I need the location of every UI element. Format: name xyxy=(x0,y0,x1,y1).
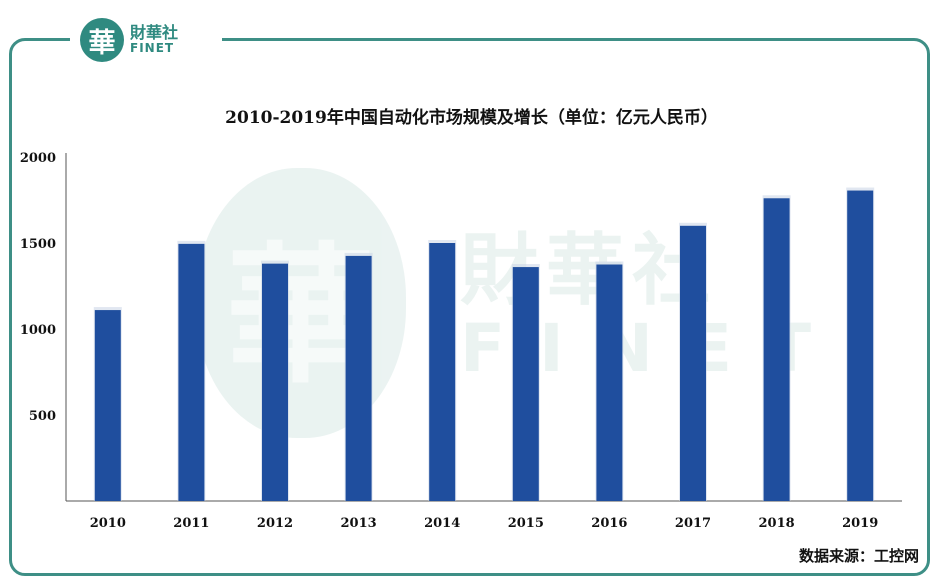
x-tick-label: 2017 xyxy=(675,516,711,531)
bar xyxy=(262,263,288,501)
chart-title: 2010-2019年中国自动化市场规模及增长（单位：亿元人民币） xyxy=(225,108,718,128)
y-tick-label: 500 xyxy=(29,409,56,424)
x-tick-label: 2011 xyxy=(173,516,209,531)
x-tick-labels: 2010 2011 2012 2013 2014 2015 2016 2017 2018 2019 xyxy=(90,516,879,531)
bar xyxy=(512,267,539,501)
chart-bars xyxy=(93,187,875,502)
logo-seal-icon: 華 xyxy=(80,18,124,62)
bar xyxy=(763,198,790,501)
logo-name-en: FINET xyxy=(130,41,175,56)
bar xyxy=(178,243,205,502)
x-tick-label: 2013 xyxy=(341,516,377,531)
y-tick-label: 1500 xyxy=(20,237,56,252)
watermark-name-cn: 財華社 xyxy=(460,226,719,316)
chart-frame xyxy=(9,38,930,576)
x-tick-label: 2015 xyxy=(508,516,544,531)
x-tick-label: 2010 xyxy=(90,516,126,531)
logo-seal-char: 華 xyxy=(88,27,116,59)
x-tick-label: 2012 xyxy=(257,516,293,531)
logo-text: 財華社 FINET xyxy=(130,23,179,56)
bar xyxy=(596,264,623,501)
y-tick-label: 1000 xyxy=(20,323,56,338)
bar xyxy=(94,310,121,501)
bar xyxy=(680,225,706,502)
finet-logo: 華 財華社 FINET xyxy=(70,12,222,68)
bar xyxy=(429,243,456,501)
x-tick-label: 2014 xyxy=(424,516,460,531)
x-tick-label: 2016 xyxy=(591,516,627,531)
data-source-note: 数据来源：工控网 xyxy=(798,547,919,565)
logo-name-cn: 財華社 xyxy=(130,23,179,43)
x-tick-label: 2019 xyxy=(842,516,878,531)
bar xyxy=(847,190,874,502)
x-tick-label: 2018 xyxy=(759,516,795,531)
bar xyxy=(345,255,372,501)
y-tick-labels: 500 1000 1500 2000 xyxy=(20,151,56,424)
y-tick-label: 2000 xyxy=(20,151,56,166)
